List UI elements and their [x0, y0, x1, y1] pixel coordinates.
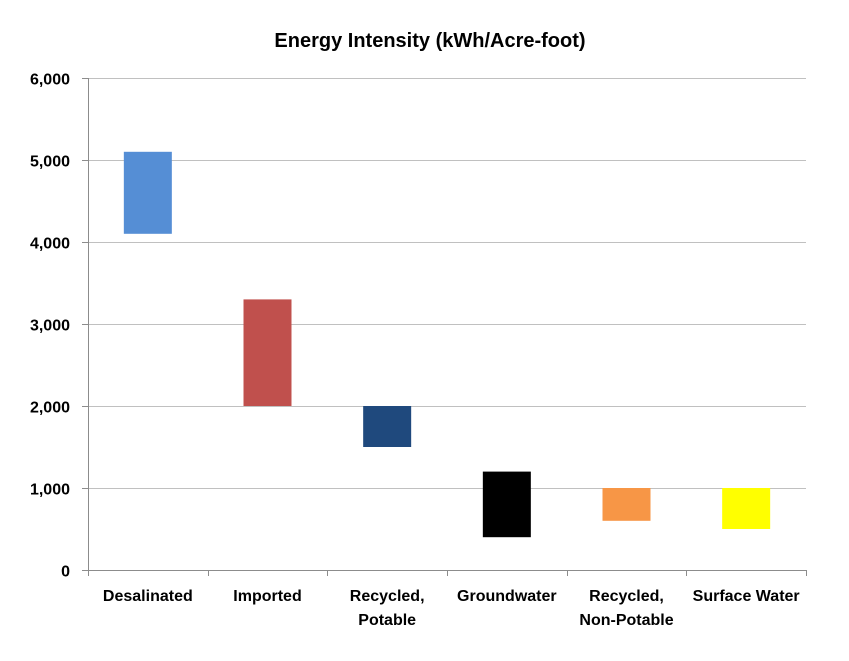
bars — [123, 151, 771, 538]
x-category-label: Non-Potable — [579, 612, 673, 629]
range-bar — [482, 471, 531, 538]
y-tick-label: 2,000 — [30, 400, 70, 417]
x-category-label: Recycled, — [350, 588, 425, 605]
range-bar — [243, 299, 292, 406]
axes — [82, 78, 807, 576]
x-category-label: Surface Water — [693, 588, 800, 605]
x-category-labels: Desalinated Imported Recycled, Potable Groun… — [103, 588, 800, 629]
y-tick-label: 6,000 — [30, 72, 70, 89]
y-tick-label: 5,000 — [30, 154, 70, 171]
x-category-label: Recycled, — [589, 588, 664, 605]
gridlines — [88, 78, 806, 489]
y-tick-label: 3,000 — [30, 318, 70, 335]
range-bar — [363, 406, 412, 447]
range-bar — [722, 488, 771, 529]
y-tick-label: 4,000 — [30, 236, 70, 253]
y-tick-labels: 0 1,000 2,000 3,000 4,000 5,000 6,000 — [30, 72, 70, 581]
chart-title: Energy Intensity (kWh/Acre-foot) — [274, 30, 585, 52]
range-bar — [123, 151, 172, 234]
y-tick-label: 0 — [61, 564, 70, 581]
y-tick-label: 1,000 — [30, 482, 70, 499]
x-category-label: Groundwater — [457, 588, 557, 605]
x-category-label: Desalinated — [103, 588, 193, 605]
x-category-label: Imported — [233, 588, 301, 605]
range-bar — [602, 488, 651, 521]
x-category-label: Potable — [358, 612, 416, 629]
